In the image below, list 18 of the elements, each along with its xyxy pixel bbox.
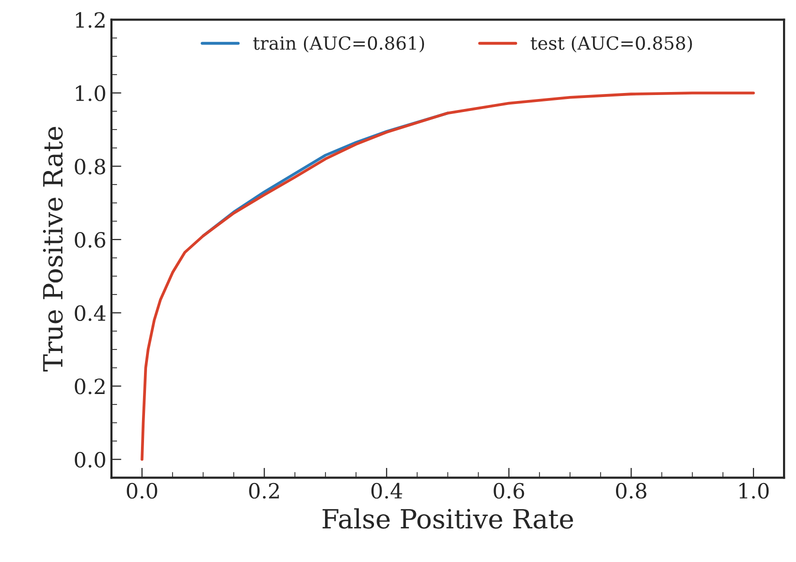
x-tick-label: 0.8 bbox=[616, 482, 646, 499]
y-tick-label: 0.8 bbox=[74, 158, 106, 174]
x-axis-title: False Positive Rate bbox=[322, 508, 574, 529]
x-tick-label: 0.0 bbox=[126, 482, 158, 499]
y-axis-title: True Positive Rate bbox=[42, 126, 63, 372]
x-tick-label: 0.2 bbox=[249, 482, 279, 499]
y-tick-label: 1.2 bbox=[76, 12, 105, 28]
y-tick-label: 0.2 bbox=[74, 378, 105, 394]
x-tick-label: 1.0 bbox=[739, 482, 769, 499]
legend-label: test (AUC=0.858) bbox=[530, 36, 692, 52]
x-tick-label: 0.6 bbox=[494, 482, 524, 499]
y-tick-label: 0.6 bbox=[74, 232, 106, 248]
y-tick-label: 0.0 bbox=[74, 452, 106, 468]
x-tick-label: 0.4 bbox=[371, 482, 402, 499]
line-series bbox=[140, 92, 755, 461]
y-tick-label: 0.4 bbox=[74, 305, 106, 322]
legend-label: train (AUC=0.861) bbox=[253, 36, 424, 52]
y-tick-label: 1.0 bbox=[76, 85, 106, 102]
